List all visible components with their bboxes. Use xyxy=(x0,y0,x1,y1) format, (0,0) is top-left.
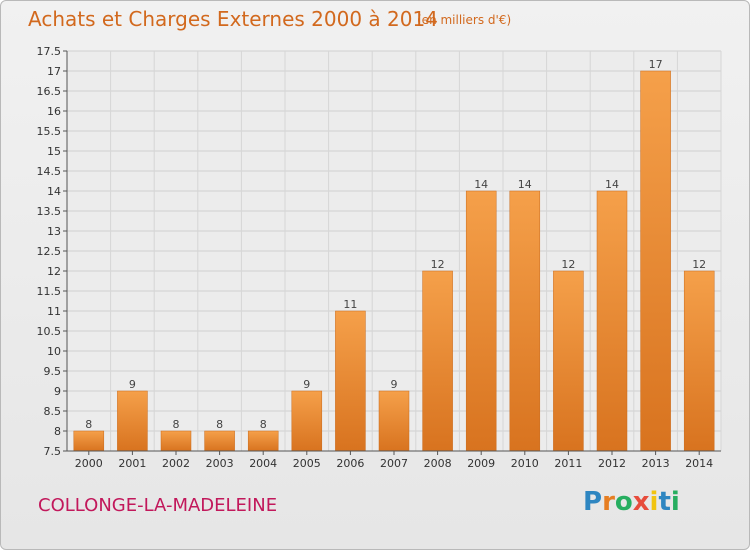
y-tick-label: 9 xyxy=(54,385,61,398)
x-tick-label-2009: 2009 xyxy=(467,457,495,470)
bars xyxy=(73,70,715,452)
x-tick-label-2010: 2010 xyxy=(511,457,539,470)
logo-letter: x xyxy=(632,487,650,517)
bar-2004[interactable] xyxy=(247,430,279,452)
data-label-2008: 12 xyxy=(431,258,445,271)
bar-2000[interactable] xyxy=(73,430,105,452)
chart-subtitle: (en milliers d'€) xyxy=(417,13,512,27)
x-tick-label-2014: 2014 xyxy=(685,457,713,470)
y-tick-label: 15.5 xyxy=(37,125,62,138)
x-tick-label-2000: 2000 xyxy=(75,457,103,470)
x-tick-label-2005: 2005 xyxy=(293,457,321,470)
x-tick-label-2008: 2008 xyxy=(424,457,452,470)
y-tick-label: 11.5 xyxy=(37,285,62,298)
bar-2011[interactable] xyxy=(553,270,584,452)
logo-letter: P xyxy=(583,487,603,517)
data-label-2001: 9 xyxy=(129,378,136,391)
y-tick-label: 14.5 xyxy=(37,165,62,178)
logo-letter: o xyxy=(614,487,633,517)
location-name: COLLONGE-LA-MADELEINE xyxy=(38,495,278,516)
bar-2007[interactable] xyxy=(378,390,410,452)
data-label-2002: 8 xyxy=(173,418,180,431)
data-label-2011: 12 xyxy=(561,258,575,271)
bar-2013[interactable] xyxy=(640,70,671,452)
bar-2008[interactable] xyxy=(422,270,453,452)
y-tick-label: 12.5 xyxy=(37,245,62,258)
x-tick-label-2001: 2001 xyxy=(118,457,146,470)
y-tick-label: 14 xyxy=(47,185,61,198)
y-tick-label: 15 xyxy=(47,145,61,158)
logo-letter: r xyxy=(602,487,615,517)
x-tick-label-2007: 2007 xyxy=(380,457,408,470)
x-tick-label-2003: 2003 xyxy=(206,457,234,470)
bar-2003[interactable] xyxy=(204,430,235,452)
bar-2005[interactable] xyxy=(291,390,323,452)
y-tick-label: 17.5 xyxy=(37,45,62,58)
y-tick-label: 10.5 xyxy=(37,325,62,338)
data-label-2010: 14 xyxy=(518,178,532,191)
y-tick-label: 13.5 xyxy=(37,205,62,218)
data-label-2013: 17 xyxy=(649,58,663,71)
y-tick-label: 11 xyxy=(47,305,61,318)
bar-2012[interactable] xyxy=(596,190,628,452)
bar-2006[interactable] xyxy=(335,310,366,452)
x-tick-label-2012: 2012 xyxy=(598,457,626,470)
data-label-2009: 14 xyxy=(474,178,488,191)
x-tick-label-2006: 2006 xyxy=(336,457,364,470)
logo-letter: t xyxy=(658,487,671,517)
data-label-2007: 9 xyxy=(391,378,398,391)
data-label-2004: 8 xyxy=(260,418,267,431)
y-tick-label: 16.5 xyxy=(37,85,62,98)
bar-2009[interactable] xyxy=(465,190,497,452)
y-tick-label: 12 xyxy=(47,265,61,278)
y-tick-label: 10 xyxy=(47,345,61,358)
y-tick-label: 8 xyxy=(54,425,61,438)
axes xyxy=(63,50,721,455)
x-tick-label-2004: 2004 xyxy=(249,457,277,470)
bar-2002[interactable] xyxy=(160,430,192,452)
y-tick-label: 16 xyxy=(47,105,61,118)
bar-2001[interactable] xyxy=(117,390,148,452)
data-label-2012: 14 xyxy=(605,178,619,191)
y-tick-label: 8.5 xyxy=(44,405,62,418)
logo-letter: i xyxy=(649,487,659,517)
data-label-2006: 11 xyxy=(343,298,357,311)
data-label-2005: 9 xyxy=(303,378,310,391)
x-tick-label-2013: 2013 xyxy=(642,457,670,470)
y-tick-label: 9.5 xyxy=(44,365,62,378)
bar-2014[interactable] xyxy=(683,270,715,452)
y-tick-label: 13 xyxy=(47,225,61,238)
data-label-2000: 8 xyxy=(85,418,92,431)
x-tick-label-2002: 2002 xyxy=(162,457,190,470)
logo-letter: i xyxy=(670,487,680,517)
bar-2010[interactable] xyxy=(509,190,541,452)
labels: 7.5 8 8.5 9 9.5 10 10.5 11 11.5 12 12.5 13 13.5 14 14.… xyxy=(37,45,714,470)
y-tick-label: 17 xyxy=(47,65,61,78)
y-tick-label: 7.5 xyxy=(44,445,62,458)
data-label-2014: 12 xyxy=(692,258,706,271)
data-label-2003: 8 xyxy=(216,418,223,431)
x-tick-label-2011: 2011 xyxy=(554,457,582,470)
chart-title: Achats et Charges Externes 2000 à 2014 xyxy=(28,7,438,31)
proxiti-logo[interactable]: Proxiti xyxy=(583,487,680,517)
